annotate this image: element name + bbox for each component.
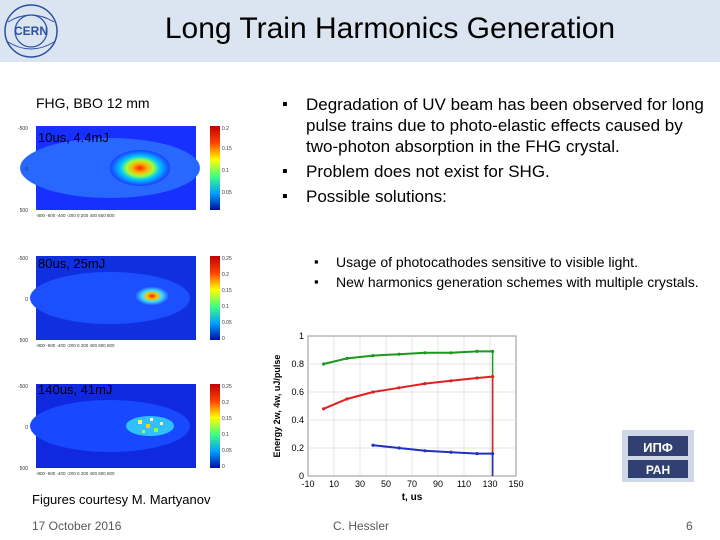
svg-text:-800 -600 -400 -200 0 200 4: -800 -600 -400 -200 0 200 400 600 800 [36,471,115,476]
svg-text:0.1: 0.1 [222,168,229,174]
chart-x-label: t, us [402,492,423,502]
chart-y-tick: 0.2 [291,443,304,453]
energy-chart: -10 10 30 50 70 90 110 130 150 0 0.2 0.4 0.6 0.8 1 t, … [272,331,524,502]
svg-text:0.15: 0.15 [222,288,232,294]
chart-x-tick: 50 [381,479,391,489]
svg-text:500: 500 [20,466,29,472]
svg-text:0: 0 [25,297,28,303]
svg-text:0: 0 [222,464,225,470]
chart-point-1 [491,375,495,379]
chart-point-1 [449,379,453,383]
chart-x-tick: 110 [457,479,471,489]
chart-point-0 [397,352,401,356]
svg-text:-500: -500 [18,126,28,132]
beam-profile-plot-1: 0.2 0.15 0.1 0.05 -500 0 500 -800 -600 -… [18,126,232,218]
svg-text:-500: -500 [18,384,28,390]
slide-title: Long Train Harmonics Generation [164,12,616,45]
svg-text:0.1: 0.1 [222,304,229,310]
bullet-item: Possible solutions: [280,186,710,207]
chart-x-tick: 10 [329,479,339,489]
figure-courtesy: Figures courtesy M. Martyanov [32,492,211,507]
cern-logo: CERN [4,4,58,58]
svg-text:0.15: 0.15 [222,146,232,152]
chart-x-tick: -10 [301,479,314,489]
footer-date: 17 October 2016 [32,519,122,533]
bullet-item: Degradation of UV beam has been observed… [280,94,710,157]
svg-text:500: 500 [20,208,29,214]
svg-text:-800 -600 -400 -200 0 200 4: -800 -600 -400 -200 0 200 400 600 800 [36,343,115,348]
plot-label-3: 140us, 41mJ [38,382,113,397]
svg-text:0.2: 0.2 [222,272,229,278]
chart-y-tick: 0.6 [291,387,304,397]
beam-profile-plot-2: 0.25 0.2 0.15 0.1 0.05 0 -500 0 500 -800… [18,256,232,348]
svg-text:CERN: CERN [14,24,48,38]
chart-point-0 [491,349,495,353]
bullet-item: Problem does not exist for SHG. [280,161,710,182]
chart-point-0 [423,351,427,355]
svg-text:ИПФ: ИПФ [643,440,673,455]
sub-bullet-item: Usage of photocathodes sensitive to visi… [312,253,712,271]
chart-point-1 [397,386,401,390]
svg-text:0: 0 [25,167,28,173]
chart-point-0 [449,351,453,355]
svg-text:0: 0 [25,425,28,431]
svg-text:0.05: 0.05 [222,448,232,454]
svg-text:0.05: 0.05 [222,190,232,196]
svg-text:0.2: 0.2 [222,126,229,132]
svg-text:-500: -500 [18,256,28,262]
chart-point-0 [322,362,326,366]
chart-y-tick: 0 [299,471,304,481]
svg-text:РАН: РАН [646,463,670,477]
beam-profile-plot-3: 0.25 0.2 0.15 0.1 0.05 0 -500 0 500 -800… [18,384,232,476]
plot-label-2: 80us, 25mJ [38,256,106,271]
chart-x-tick: 150 [508,479,523,489]
chart-point-1 [475,376,479,380]
svg-text:-800 -600 -400 -200 0 200 4: -800 -600 -400 -200 0 200 400 600 800 [36,213,115,218]
chart-point-2 [397,446,401,450]
chart-point-1 [345,397,349,401]
chart-series-line-2 [372,444,493,455]
chart-y-tick: 0.8 [291,359,304,369]
chart-x-tick: 30 [355,479,365,489]
svg-text:0.25: 0.25 [222,384,232,390]
sub-bullet-item: New harmonics generation schemes with mu… [312,273,712,291]
chart-point-0 [475,349,479,353]
footer-author: C. Hessler [333,519,390,533]
chart-series-line-0 [323,350,493,365]
svg-text:0.15: 0.15 [222,416,232,422]
svg-text:0.25: 0.25 [222,256,232,262]
chart-point-2 [371,443,375,447]
institute-logo: ИПФ РАН [612,420,704,492]
fhg-label: FHG, BBO 12 mm [36,95,150,111]
svg-text:0: 0 [222,336,225,342]
sub-bullet-list: Usage of photocathodes sensitive to visi… [312,253,712,293]
slide-header: CERN Long Train Harmonics Generation [0,0,720,62]
chart-x-tick: 90 [433,479,443,489]
chart-point-0 [371,354,375,358]
plot-label-1: 10us, 4.4mJ [38,130,109,145]
svg-text:500: 500 [20,338,29,344]
chart-series-line-1 [323,375,493,410]
chart-point-1 [423,382,427,386]
chart-x-tick: 70 [407,479,417,489]
chart-point-1 [322,407,326,411]
chart-point-2 [423,449,427,453]
chart-point-0 [345,356,349,360]
chart-point-1 [371,390,375,394]
chart-y-label: Energy 2w, 4w, uJ/pulse [272,355,282,458]
chart-x-tick: 130 [482,479,497,489]
chart-point-2 [475,452,479,456]
svg-text:0.05: 0.05 [222,320,232,326]
chart-point-2 [491,452,495,456]
footer-page-number: 6 [686,519,693,533]
svg-text:0.1: 0.1 [222,432,229,438]
chart-y-tick: 1 [299,331,304,341]
chart-y-tick: 0.4 [291,415,304,425]
chart-point-2 [449,450,453,454]
main-bullet-list: Degradation of UV beam has been observed… [280,94,710,211]
svg-text:0.2: 0.2 [222,400,229,406]
